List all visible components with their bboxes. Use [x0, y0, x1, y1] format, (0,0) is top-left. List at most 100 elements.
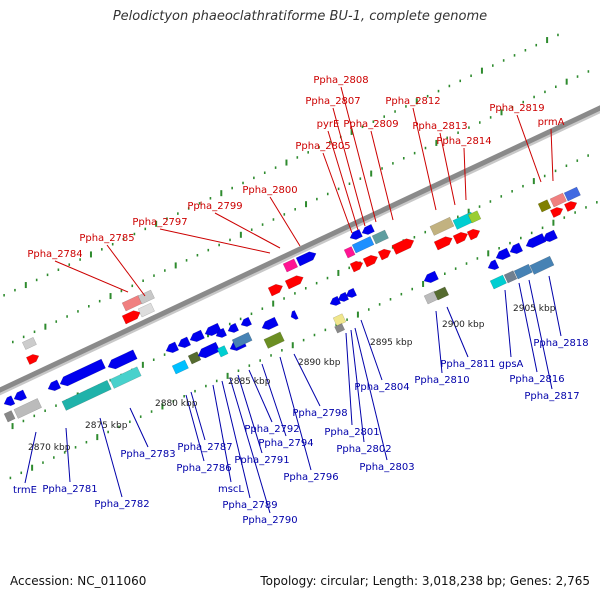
reverse-feature: [47, 379, 62, 391]
forward-feature: [537, 199, 552, 213]
leader-line: [159, 228, 271, 254]
leader-line: [212, 384, 232, 483]
reverse-feature: [329, 295, 342, 306]
forward-gene-label: Ppha_2800: [242, 185, 297, 196]
forward-feature: [525, 233, 547, 248]
leader-line: [345, 332, 353, 426]
reverse-feature: [61, 379, 112, 411]
leader-line: [293, 353, 321, 407]
leader-line: [516, 114, 542, 183]
leader-line: [279, 356, 312, 471]
leader-line: [322, 152, 353, 234]
leader-line: [439, 132, 456, 206]
leader-line: [435, 310, 443, 374]
reverse-gene-label: Ppha_2816: [509, 374, 564, 385]
reverse-feature: [487, 259, 500, 270]
leader-line: [550, 128, 554, 182]
reverse-gene-label: Ppha_2811: [440, 359, 495, 370]
leader-line: [463, 147, 467, 201]
scale-label: 2905 kbp: [513, 304, 556, 314]
reverse-feature: [204, 322, 222, 336]
reverse-feature: [263, 331, 285, 349]
reverse-gene-label: Ppha_2801: [324, 427, 379, 438]
leader-line: [370, 130, 394, 221]
forward-gene-label: Ppha_2814: [436, 136, 491, 147]
forward-gene-label: Ppha_2808: [313, 75, 368, 86]
scale-label: 2880 kbp: [155, 399, 198, 409]
reverse-feature: [187, 351, 202, 365]
scale-label: 2890 kbp: [298, 358, 341, 368]
forward-gene-label: Ppha_2813: [412, 121, 467, 132]
forward-feature: [433, 236, 453, 251]
reverse-feature: [345, 287, 358, 298]
reverse-feature: [107, 349, 138, 370]
leader-line: [248, 369, 273, 423]
forward-gene-label: Ppha_2784: [27, 249, 82, 260]
reverse-gene-label: Ppha_2798: [292, 408, 347, 419]
forward-feature: [371, 229, 389, 245]
forward-feature: [343, 246, 356, 259]
forward-gene-label: Ppha_2807: [305, 96, 360, 107]
leader-line: [214, 212, 281, 249]
reverse-gene-label: Ppha_2781: [42, 484, 97, 495]
forward-feature: [495, 247, 511, 260]
reverse-feature: [189, 329, 205, 342]
leader-line: [185, 394, 205, 462]
forward-gene-label: Ppha_2785: [79, 233, 134, 244]
scale-label: 2885 kbp: [228, 377, 271, 387]
leader-line: [129, 407, 149, 448]
forward-feature: [429, 216, 455, 236]
reverse-gene-label: Ppha_2794: [258, 438, 313, 449]
reverse-feature: [177, 336, 192, 348]
reverse-gene-label: Ppha_2791: [234, 455, 289, 466]
reverse-feature: [261, 316, 279, 330]
reverse-feature: [290, 310, 299, 320]
leader-line: [340, 86, 377, 223]
forward-feature: [549, 192, 567, 208]
reverse-feature: [240, 316, 253, 327]
reverse-gene-label: trmE: [13, 485, 37, 496]
reverse-gene-label: Ppha_2787: [177, 442, 232, 453]
forward-feature: [284, 275, 304, 290]
leader-line: [412, 107, 437, 211]
leader-line: [106, 244, 146, 297]
leader-line: [229, 377, 271, 514]
reverse-feature: [227, 322, 240, 333]
reverse-gene-label: Ppha_2790: [242, 515, 297, 526]
reverse-feature: [59, 358, 106, 387]
scale-label: 2900 kbp: [442, 320, 485, 330]
forward-feature: [391, 238, 415, 255]
forward-gene-label: Ppha_2797: [132, 217, 187, 228]
forward-feature: [349, 260, 364, 273]
leader-line: [99, 417, 123, 498]
leader-line: [332, 107, 366, 227]
reverse-gene-label: Ppha_2810: [414, 375, 469, 386]
accession-text: Accession: NC_011060: [10, 574, 147, 588]
reverse-feature: [332, 313, 347, 327]
reverse-feature: [3, 395, 16, 406]
forward-gene-label: Ppha_2799: [187, 201, 242, 212]
forward-gene-label: pyrE: [317, 119, 340, 130]
reverse-feature: [334, 323, 345, 334]
leader-line: [446, 306, 469, 358]
reverse-feature: [231, 332, 253, 349]
leader-line: [528, 279, 553, 390]
reverse-gene-label: gpsA: [499, 359, 524, 370]
reverse-gene-label: Ppha_2789: [222, 500, 277, 511]
forward-feature: [351, 236, 375, 254]
forward-feature: [466, 228, 481, 241]
forward-feature: [563, 186, 581, 202]
topology-text: Topology: circular; Length: 3,018,238 bp…: [260, 574, 590, 588]
leader-line: [350, 329, 365, 443]
forward-gene-label: Ppha_2809: [343, 119, 398, 130]
reverse-gene-label: Ppha_2782: [94, 499, 149, 510]
forward-feature: [542, 229, 558, 242]
reverse-feature: [489, 274, 507, 290]
forward-feature: [509, 242, 524, 254]
forward-feature: [282, 258, 299, 273]
reverse-gene-label: Ppha_2802: [336, 444, 391, 455]
reverse-feature: [513, 263, 533, 280]
forward-gene-label: prmA: [538, 117, 565, 128]
reverse-feature: [197, 341, 221, 359]
